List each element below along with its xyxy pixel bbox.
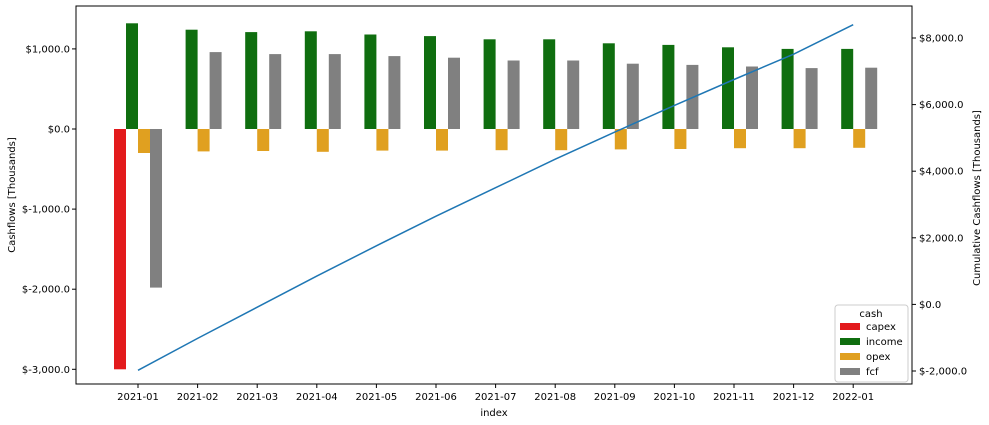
- y-tick-label-right--2000: $-2,000.0: [919, 367, 967, 378]
- bar-opex-2021-05: [376, 129, 389, 151]
- y-axis-label-left: Cashflows [Thousands]: [7, 137, 18, 253]
- bar-income-2021-02: [185, 29, 198, 130]
- bar-fcf-2022-01: [865, 67, 878, 129]
- x-tick-label-2021-01: 2021-01: [117, 392, 159, 403]
- bar-income-2021-12: [781, 48, 794, 129]
- bar-income-2021-11: [722, 47, 734, 129]
- x-tick-label-2021-03: 2021-03: [236, 392, 278, 403]
- legend-title: cash: [859, 309, 882, 320]
- bar-opex-2021-07: [495, 129, 508, 151]
- bar-fcf-2021-02: [209, 52, 222, 129]
- y-tick-label-right-8000: $8,000.0: [919, 34, 964, 45]
- bar-capex-2021-01: [114, 129, 126, 370]
- legend-label-fcf: fcf: [866, 367, 879, 378]
- x-tick-label-2021-07: 2021-07: [475, 392, 517, 403]
- y-tick-label-right-6000: $6,000.0: [919, 100, 964, 111]
- bar-opex-2021-06: [436, 129, 448, 151]
- bar-fcf-2021-12: [805, 68, 818, 129]
- bar-opex-2021-03: [257, 129, 270, 151]
- bar-fcf-2021-07: [507, 60, 520, 129]
- legend-label-capex: capex: [866, 322, 896, 333]
- x-tick-label-2022-01: 2022-01: [832, 392, 874, 403]
- y-tick-label-right-2000: $2,000.0: [919, 233, 964, 244]
- bar-fcf-2021-01: [150, 129, 162, 288]
- legend-label-income: income: [866, 337, 903, 348]
- line-group: [137, 24, 854, 371]
- y-tick-label-left-1000: $1,000.0: [25, 44, 70, 55]
- bar-income-2021-06: [424, 36, 436, 129]
- bar-opex-2021-12: [793, 129, 806, 149]
- bar-opex-2021-01: [138, 129, 150, 153]
- axes-group: 2021-01 2021-02 2021-03 2021-04 2021-05 2021-…: [22, 34, 967, 404]
- y-tick-label-left--3000: $-3,000.0: [22, 365, 70, 376]
- bar-income-2021-01: [126, 23, 138, 129]
- bars-group: [114, 23, 878, 370]
- bar-fcf-2021-11: [746, 66, 758, 129]
- bar-income-2021-03: [245, 32, 258, 129]
- bar-fcf-2021-08: [567, 60, 580, 129]
- bar-opex-2022-01: [853, 129, 866, 148]
- y-tick-label-left--1000: $-1,000.0: [22, 205, 70, 216]
- bar-fcf-2021-04: [328, 54, 341, 129]
- bar-income-2021-05: [364, 34, 377, 129]
- x-axis-label: index: [480, 408, 507, 419]
- x-tick-label-2021-08: 2021-08: [534, 392, 576, 403]
- legend-label-opex: opex: [866, 352, 890, 363]
- bar-income-2021-04: [304, 31, 317, 129]
- x-tick-label-2021-12: 2021-12: [773, 392, 815, 403]
- x-tick-label-2021-10: 2021-10: [654, 392, 696, 403]
- bar-opex-2021-04: [316, 129, 329, 152]
- legend: cash capex income opex fcf: [834, 304, 909, 383]
- x-tick-label-2021-11: 2021-11: [713, 392, 755, 403]
- legend-swatch-opex: [840, 353, 860, 360]
- bar-income-2021-08: [543, 39, 556, 129]
- bar-fcf-2021-06: [448, 57, 460, 130]
- bar-opex-2021-11: [734, 129, 746, 149]
- y-tick-label-left--2000: $-2,000.0: [22, 285, 70, 296]
- x-tick-label-2021-06: 2021-06: [415, 392, 457, 403]
- bar-opex-2021-10: [674, 129, 687, 149]
- y-tick-label-right-4000: $4,000.0: [919, 167, 964, 178]
- bar-income-2022-01: [841, 48, 854, 129]
- x-tick-label-2021-02: 2021-02: [177, 392, 219, 403]
- y-axis-label-right: Cumulative Cashflows [Thousands]: [972, 110, 983, 286]
- legend-swatch-fcf: [840, 368, 860, 375]
- bar-income-2021-07: [483, 39, 496, 129]
- bar-opex-2021-02: [197, 129, 210, 152]
- legend-swatch-income: [840, 338, 860, 345]
- x-tick-label-2021-05: 2021-05: [356, 392, 398, 403]
- bar-opex-2021-09: [614, 129, 627, 150]
- y-tick-label-left-0: $0.0: [48, 125, 70, 136]
- bar-income-2021-10: [662, 44, 675, 129]
- cumulative-line: [137, 24, 854, 371]
- x-tick-label-2021-09: 2021-09: [594, 392, 636, 403]
- y-tick-label-right-0: $0.0: [919, 300, 941, 311]
- bar-opex-2021-08: [555, 129, 568, 151]
- legend-swatch-capex: [840, 323, 860, 330]
- x-tick-label-2021-04: 2021-04: [296, 392, 338, 403]
- bar-fcf-2021-09: [626, 63, 639, 130]
- bar-fcf-2021-05: [388, 56, 401, 129]
- plot-frame: [75, 5, 913, 385]
- bar-income-2021-09: [602, 43, 615, 129]
- bar-fcf-2021-03: [269, 54, 282, 129]
